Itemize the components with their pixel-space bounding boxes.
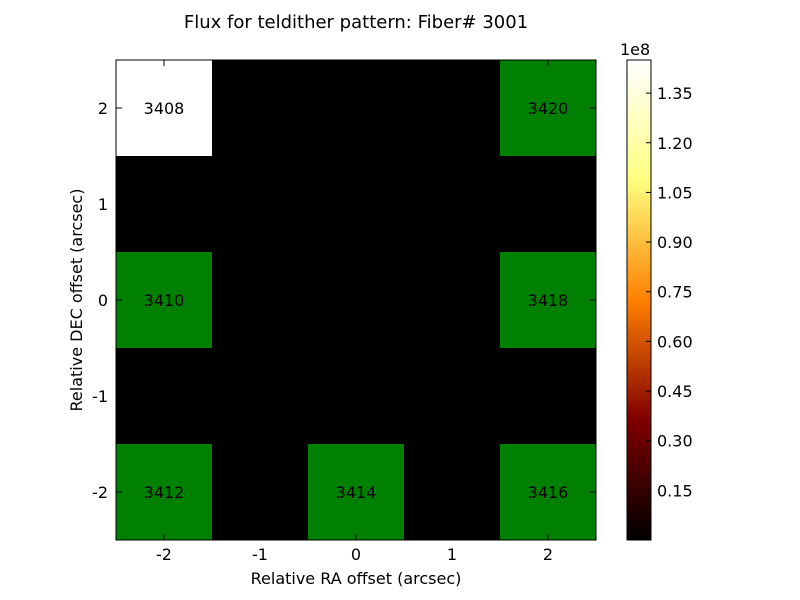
- colorbar-tick-label: 0.60: [657, 332, 693, 351]
- x-tick-label: 1: [447, 545, 457, 564]
- x-tick-label: -1: [252, 545, 268, 564]
- chart-title: Flux for teldither pattern: Fiber# 3001: [184, 12, 528, 33]
- cell-label: 3418: [528, 291, 569, 310]
- cells-layer: 3408 3420 3410 3418 3412 3414 3416: [116, 60, 596, 540]
- x-tick-label: -2: [156, 545, 172, 564]
- colorbar-tick-label: 1.05: [657, 183, 693, 202]
- heatmap-cell: [500, 444, 596, 540]
- y-tick-label: -2: [92, 483, 108, 502]
- y-tick-label: 1: [98, 195, 108, 214]
- colorbar-tick-label: 0.30: [657, 432, 693, 451]
- y-tick-label: 0: [98, 291, 108, 310]
- y-axis-label: Relative DEC offset (arcsec): [67, 189, 86, 412]
- colorbar-gradient: [626, 59, 652, 541]
- heatmap-cell: [500, 252, 596, 348]
- colorbar-tick-label: 1.20: [657, 134, 693, 153]
- cell-label: 3414: [336, 483, 377, 502]
- y-tick-label: 2: [98, 99, 108, 118]
- cell-label: 3410: [144, 291, 185, 310]
- x-tick-label: 2: [543, 545, 553, 564]
- heatmap-cell: [308, 444, 404, 540]
- colorbar-tick-label: 0.45: [657, 382, 693, 401]
- plot-area: 3408 3420 3410 3418 3412 3414 3416 -2 -1 0 1 2 2 1 0…: [92, 59, 597, 564]
- x-axis-label: Relative RA offset (arcsec): [251, 569, 462, 588]
- colorbar-multiplier: 1e8: [620, 40, 650, 59]
- heatmap-cell: [500, 60, 596, 156]
- colorbar-tick-label: 0.75: [657, 283, 693, 302]
- y-ticks: 2 1 0 -1 -2: [92, 99, 596, 502]
- heatmap-cell: [116, 252, 212, 348]
- colorbar-ticks: 0.15 0.30 0.45 0.60 0.75 0.90 1.05 1.20 1.35: [646, 84, 693, 500]
- heatmap-cell: [116, 60, 212, 156]
- colorbar: 1e8 0.15 0.30 0.45 0.60 0.75 0.90 1.05 1.20 1.35: [620, 40, 693, 541]
- y-tick-label: -1: [92, 387, 108, 406]
- x-ticks: -2 -1 0 1 2: [156, 60, 553, 564]
- cell-label: 3412: [144, 483, 185, 502]
- colorbar-tick-label: 0.90: [657, 233, 693, 252]
- colorbar-tick-label: 1.35: [657, 84, 693, 103]
- cell-label: 3408: [144, 99, 185, 118]
- x-tick-label: 0: [351, 545, 361, 564]
- cell-label: 3420: [528, 99, 569, 118]
- heatmap-cell: [116, 444, 212, 540]
- colorbar-tick-label: 0.15: [657, 481, 693, 500]
- cell-label: 3416: [528, 483, 569, 502]
